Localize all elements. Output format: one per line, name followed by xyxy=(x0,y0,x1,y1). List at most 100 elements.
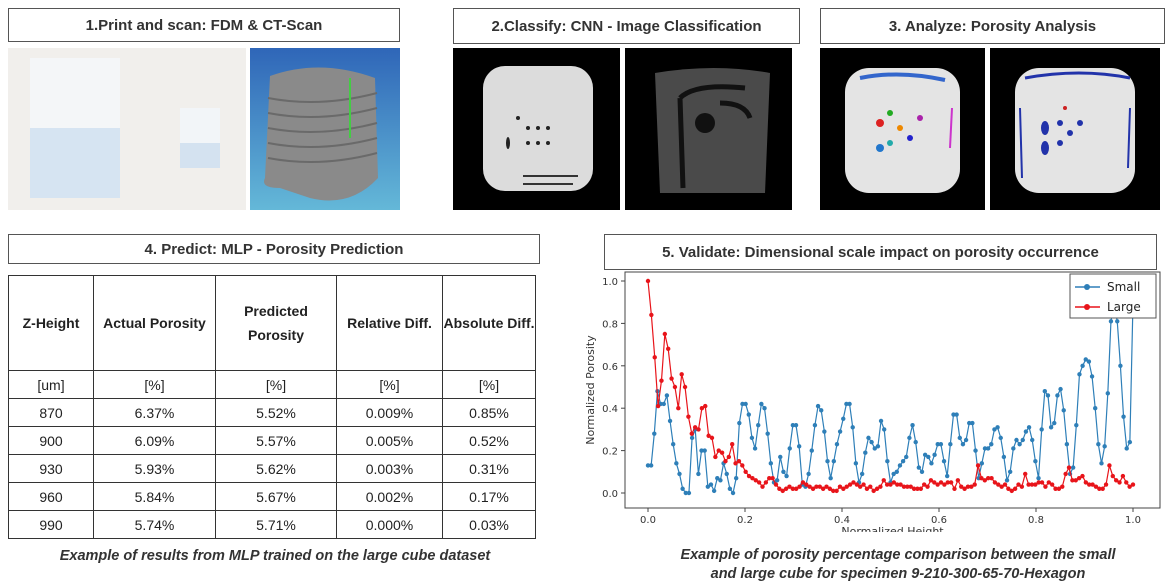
x-tick-label: 1.0 xyxy=(1125,515,1141,526)
panel-3-title: 3. Analyze: Porosity Analysis xyxy=(820,8,1165,44)
data-point-large xyxy=(864,486,870,491)
data-point-small xyxy=(727,486,733,491)
data-point-small xyxy=(737,420,742,426)
panel-4-title-text: 4. Predict: MLP - Porosity Prediction xyxy=(144,240,404,258)
data-point-small xyxy=(724,471,729,477)
data-point-small xyxy=(730,490,736,496)
data-point-large xyxy=(723,459,728,464)
data-point-large xyxy=(1130,482,1136,487)
cell: 0.003% xyxy=(336,454,443,483)
data-point-small xyxy=(885,459,890,464)
data-point-large xyxy=(1026,482,1031,487)
data-point-large xyxy=(666,346,671,352)
cell: 0.03% xyxy=(442,510,536,539)
data-point-small xyxy=(733,475,739,481)
data-point-large xyxy=(672,384,678,390)
data-point-small xyxy=(1045,393,1051,398)
data-point-small xyxy=(1115,319,1120,324)
data-point-large xyxy=(807,484,812,489)
data-point-small xyxy=(762,406,767,411)
printed-cubes-photo xyxy=(8,48,246,210)
data-point-large xyxy=(908,484,913,489)
data-point-small xyxy=(1105,391,1111,396)
data-point-large xyxy=(905,484,910,489)
data-point-large xyxy=(948,480,954,485)
data-point-small xyxy=(894,469,899,474)
porosity-prediction-table: Z-Height Actual Porosity Predicted Poros… xyxy=(8,275,536,539)
panel-5-title-text: 5. Validate: Dimensional scale impact on… xyxy=(662,243,1099,261)
data-point-large xyxy=(847,482,853,487)
chart-caption-line-2: and large cube for specimen 9-210-300-65… xyxy=(710,566,1086,582)
cell: 5.62% xyxy=(215,454,337,483)
data-point-large xyxy=(756,480,762,485)
data-point-large xyxy=(1006,486,1011,491)
cell: 5.84% xyxy=(93,482,216,511)
data-point-small xyxy=(998,435,1003,441)
data-point-small xyxy=(1026,425,1032,430)
data-point-small xyxy=(891,471,896,477)
x-tick-label: 0.8 xyxy=(1028,515,1044,526)
data-point-large xyxy=(895,482,900,487)
panel-2-title-text: 2.Classify: CNN - Image Classification xyxy=(491,17,762,35)
data-point-large xyxy=(817,484,822,489)
data-point-large xyxy=(1019,484,1025,489)
data-point-large xyxy=(740,463,745,468)
data-point-small xyxy=(882,427,887,432)
data-point-large xyxy=(686,414,691,419)
panel-4-title: 4. Predict: MLP - Porosity Prediction xyxy=(8,234,540,264)
data-point-small xyxy=(951,412,956,417)
table-caption: Example of results from MLP trained on t… xyxy=(59,548,491,564)
data-point-large xyxy=(1049,482,1055,487)
data-point-large xyxy=(854,482,860,487)
table-row: 990 5.74% 5.71% 0.000% 0.03% xyxy=(8,510,536,539)
data-point-small xyxy=(1080,363,1085,368)
table-row: 900 6.09% 5.57% 0.005% 0.52% xyxy=(8,426,536,455)
x-tick-label: 0.6 xyxy=(931,515,947,526)
unit-cell: [%] xyxy=(442,370,536,399)
cell: 0.52% xyxy=(442,426,536,455)
data-point-small xyxy=(960,442,966,447)
cell: 0.000% xyxy=(336,510,443,539)
data-point-large xyxy=(689,431,694,436)
data-point-large xyxy=(760,484,765,489)
data-point-small xyxy=(900,459,906,464)
data-point-large xyxy=(692,425,698,430)
data-point-large xyxy=(861,482,866,487)
panel-1-title-text: 1.Print and scan: FDM & CT-Scan xyxy=(85,16,323,34)
data-point-small xyxy=(699,448,704,453)
data-point-large xyxy=(982,478,988,483)
unit-cell: [%] xyxy=(215,370,337,399)
data-point-small xyxy=(708,482,714,487)
data-point-small xyxy=(935,442,940,447)
data-point-large xyxy=(972,482,977,487)
x-tick-label: 0.4 xyxy=(834,515,850,526)
cell: 5.52% xyxy=(215,398,337,427)
data-point-large xyxy=(831,488,836,494)
data-point-large xyxy=(797,484,802,489)
data-point-large xyxy=(999,484,1004,489)
data-point-small xyxy=(1124,446,1129,451)
data-point-large xyxy=(770,475,775,481)
ct-slice-normal xyxy=(453,48,620,210)
data-point-large xyxy=(1002,482,1008,487)
data-point-small xyxy=(979,461,985,466)
table-units-row: [um] [%] [%] [%] [%] xyxy=(8,370,536,399)
data-point-large xyxy=(844,484,849,489)
data-point-large xyxy=(1117,480,1122,485)
unit-cell: [%] xyxy=(336,370,443,399)
data-point-small xyxy=(1127,439,1133,445)
table-row: 960 5.84% 5.67% 0.002% 0.17% xyxy=(8,482,536,511)
data-point-large xyxy=(884,482,890,487)
data-point-large xyxy=(827,486,833,491)
data-point-large xyxy=(989,475,994,481)
data-point-large xyxy=(1029,482,1035,487)
data-point-small xyxy=(926,454,931,460)
cell: 5.57% xyxy=(215,426,337,455)
data-point-small xyxy=(957,435,962,441)
panel-5-title: 5. Validate: Dimensional scale impact on… xyxy=(604,234,1157,270)
data-point-large xyxy=(645,278,651,284)
porosity-comparison-chart: 0.0 0.2 0.4 0.6 0.8 1.0 0.0 0.2 0.4 0.6 0.8 1.0 Norm… xyxy=(584,271,1161,532)
cell: 0.002% xyxy=(336,482,443,511)
data-point-small xyxy=(1055,393,1060,398)
data-point-large xyxy=(814,484,819,489)
